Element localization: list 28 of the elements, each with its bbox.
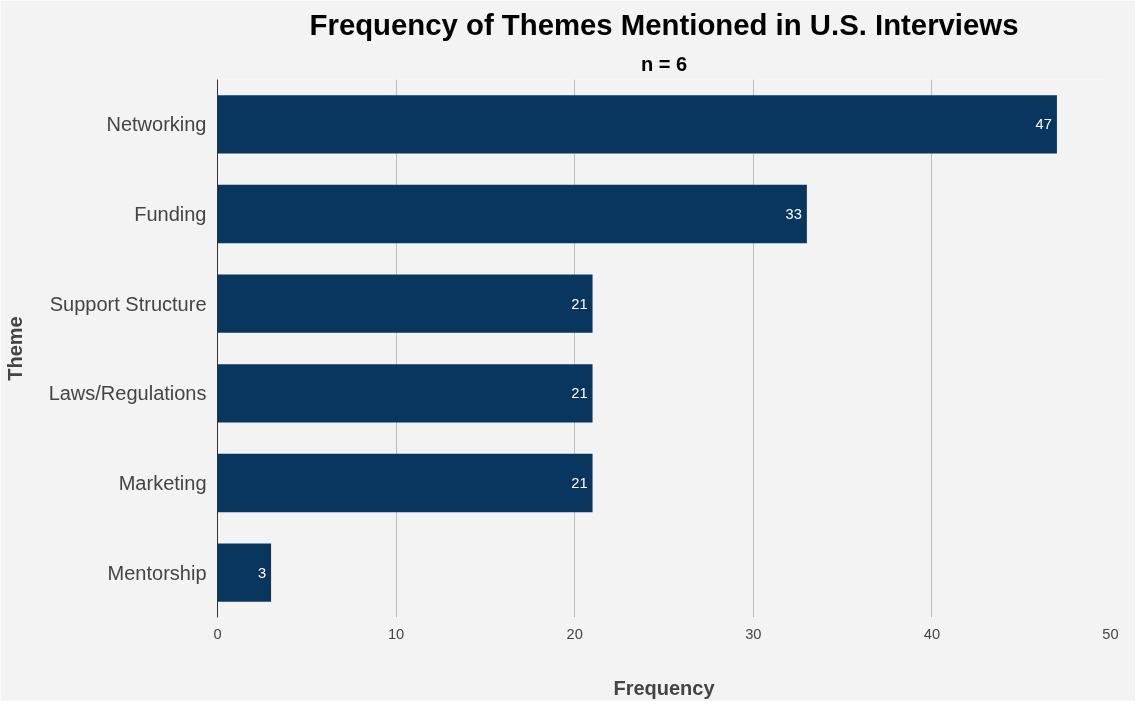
data-label: 47 (1035, 116, 1052, 133)
y-tick-label: Networking (106, 113, 207, 136)
bar (217, 364, 593, 423)
bar (217, 274, 593, 333)
y-tick-label: Funding (134, 203, 207, 225)
bar (217, 543, 272, 602)
bar (217, 184, 807, 244)
bar (217, 95, 1057, 154)
x-axis-title: Frequency (613, 676, 716, 699)
x-tick-label: 10 (387, 625, 405, 642)
data-label: 21 (571, 385, 588, 402)
x-tick-label: 30 (745, 625, 762, 642)
x-tick-label: 40 (923, 625, 941, 642)
y-tick-label: Mentorship (107, 561, 207, 584)
y-axis-title: Theme (3, 316, 26, 381)
x-tick-label: 50 (1102, 625, 1119, 642)
y-tick-label: Marketing (118, 472, 207, 494)
chart-title: Frequency of Themes Mentioned in U.S. Interviews (309, 7, 1019, 41)
data-label: 33 (785, 206, 802, 222)
y-tick-label: Support Structure (49, 292, 207, 315)
x-tick-label: 20 (566, 625, 583, 642)
x-tick-label: 0 (213, 625, 222, 642)
bar (217, 453, 593, 513)
y-tick-label: Laws/Regulations (48, 382, 207, 405)
data-label: 21 (571, 475, 588, 491)
chart-subtitle: n = 6 (640, 52, 688, 75)
data-label: 3 (257, 564, 267, 581)
data-label: 21 (571, 295, 588, 312)
